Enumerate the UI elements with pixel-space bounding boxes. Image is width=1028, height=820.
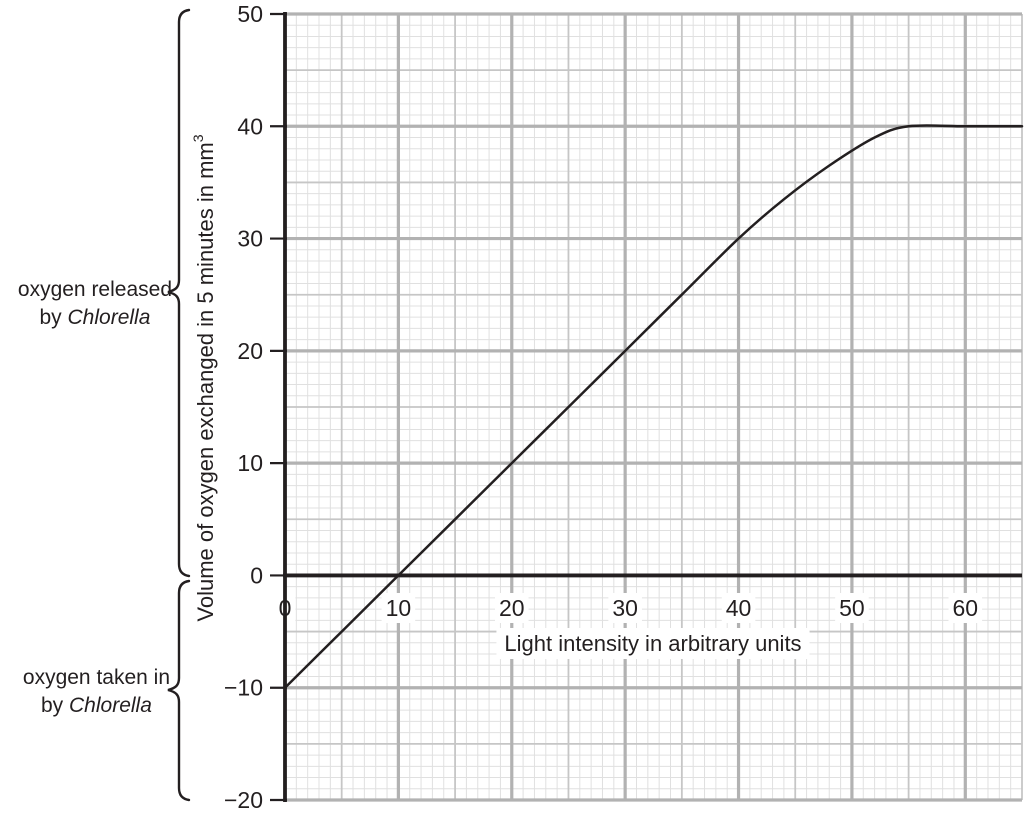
x-axis-title-text: Light intensity in arbitrary units	[504, 631, 801, 656]
annotation-oxygen-taken-in: oxygen taken in by Chlorella	[23, 664, 170, 720]
x-tick-label: 20	[499, 595, 525, 621]
x-axis-title-backdrop	[496, 628, 810, 659]
y-tick-labels: 50 40 30 20 10 0 −10 −20	[224, 1, 263, 813]
annotation-species-name: Chlorella	[67, 306, 151, 329]
y-tick-label: −20	[224, 787, 263, 813]
x-tick-label: 50	[839, 595, 865, 621]
x-tick-label-backdrop	[948, 593, 983, 623]
x-axis-title: Light intensity in arbitrary units	[496, 628, 810, 659]
gridlines	[283, 12, 1023, 802]
y-tick-label: 10	[237, 450, 263, 476]
annotation-line2-prefix: by	[39, 306, 68, 329]
brace-oxygen-released	[167, 8, 191, 578]
x-tick-label-backdrop	[721, 593, 756, 623]
annotation-oxygen-released: oxygen released by Chlorella	[18, 276, 172, 332]
annotation-line2-prefix: by	[41, 694, 70, 717]
x-tick-label-backdrop	[381, 593, 416, 623]
x-tick-label-backdrop	[608, 593, 642, 623]
x-tick-label: 30	[612, 595, 638, 621]
data-curve	[283, 124, 1024, 689]
y-tick-label: 40	[237, 113, 263, 139]
x-tick-label: 10	[386, 595, 412, 621]
y-tick-label: 20	[237, 338, 263, 364]
x-tick-label: 60	[953, 595, 979, 621]
axes	[270, 12, 1022, 802]
oxygen-exchange-curve	[283, 124, 1024, 689]
y-tick-label: 50	[237, 1, 263, 27]
annotation-line1: oxygen released	[17, 278, 172, 301]
y-tick-label: −10	[224, 675, 263, 701]
x-tick-label: 40	[726, 595, 752, 621]
annotation-line1: oxygen taken in	[22, 666, 170, 689]
y-tick-label: 0	[250, 562, 263, 588]
annotation-species-name: Chlorella	[69, 694, 152, 717]
x-tick-label-backdrop	[835, 593, 869, 623]
brace-oxygen-taken-in	[167, 579, 191, 802]
y-tick-label: 30	[237, 226, 263, 252]
x-tick-label-backdrop	[494, 593, 529, 623]
